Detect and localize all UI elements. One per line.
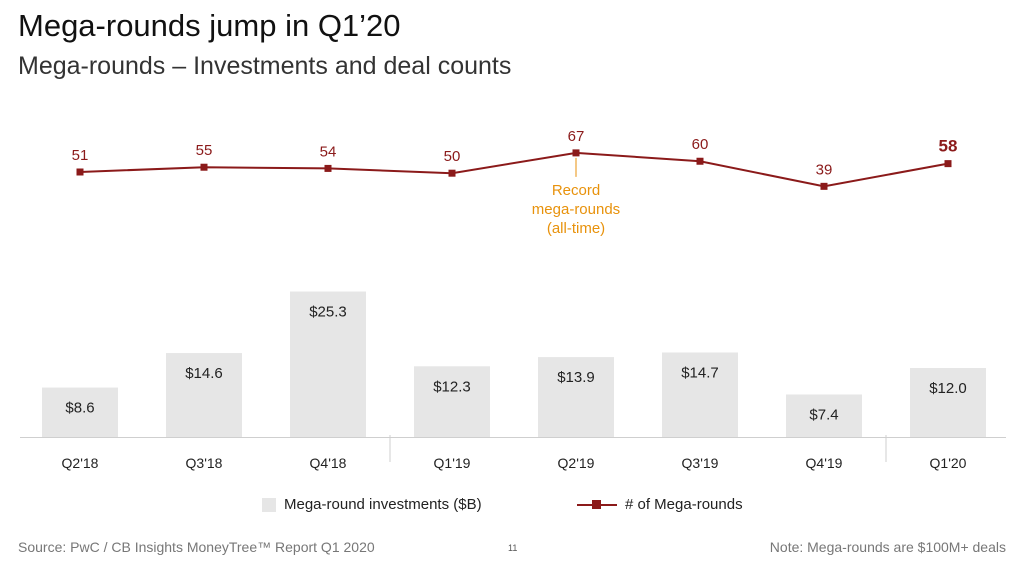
x-tick-label: Q2'19 — [558, 455, 595, 471]
legend-item-investments: Mega-round investments ($B) — [262, 496, 482, 513]
bar — [166, 353, 242, 437]
deal-count-point — [944, 160, 952, 168]
deal-count-point — [324, 164, 332, 172]
deal-count-point — [572, 149, 580, 157]
annotation-text: Record — [552, 182, 600, 199]
legend-item-deal-count: # of Mega-rounds — [577, 496, 743, 513]
deal-count-label: 67 — [568, 128, 585, 145]
bar-value-label: $7.4 — [809, 406, 838, 423]
deal-count-point — [696, 157, 704, 165]
combo-chart: $8.6 $14.6 $25.3 $12.3 $13.9 $14.7 $7.4 $12.0 Q2… — [20, 128, 1006, 471]
deal-count-line — [79, 151, 949, 188]
bar — [414, 366, 490, 437]
x-tick-label: Q1'19 — [434, 455, 471, 471]
page-title: Mega-rounds jump in Q1’20 — [18, 8, 401, 43]
bar — [910, 368, 986, 437]
bar — [42, 387, 118, 437]
annotation-text: (all-time) — [547, 220, 605, 237]
bar — [786, 394, 862, 437]
deal-count-point — [448, 169, 456, 177]
deal-count-label: 51 — [72, 147, 89, 164]
bar-value-label: $8.6 — [65, 400, 94, 417]
page-number: 11 — [508, 543, 518, 553]
deal-count-point — [820, 182, 828, 190]
deal-count-label: 39 — [816, 161, 833, 178]
legend-swatch-bar — [262, 497, 276, 512]
bar-value-label: $14.7 — [681, 364, 719, 381]
x-tick-label: Q1'20 — [930, 455, 967, 471]
x-tick-label: Q3'18 — [186, 455, 223, 471]
bar — [538, 357, 614, 437]
bar-value-label: $12.0 — [929, 380, 967, 397]
legend-swatch-line — [577, 498, 617, 512]
bar — [290, 291, 366, 437]
x-tick-label: Q3'19 — [682, 455, 719, 471]
page-subtitle: Mega-rounds – Investments and deal count… — [18, 52, 512, 80]
legend-label-investments: Mega-round investments ($B) — [284, 496, 482, 513]
bar — [662, 352, 738, 437]
deal-count-label: 60 — [692, 136, 709, 153]
bar-value-label: $14.6 — [185, 365, 223, 382]
bar-value-label: $13.9 — [557, 369, 595, 386]
deal-count-point — [200, 163, 208, 171]
bar-value-label: $12.3 — [433, 378, 471, 395]
annotation-text: mega-rounds — [532, 201, 620, 218]
source-note: Source: PwC / CB Insights MoneyTree™ Rep… — [18, 539, 375, 555]
deal-count-point — [76, 168, 84, 176]
legend-label-deal-count: # of Mega-rounds — [625, 496, 743, 513]
deal-count-label: 50 — [444, 148, 461, 165]
x-tick-label: Q4'19 — [806, 455, 843, 471]
deal-count-label: 54 — [320, 143, 337, 160]
footnote: Note: Mega-rounds are $100M+ deals — [769, 539, 1006, 555]
x-tick-label: Q4'18 — [310, 455, 347, 471]
deal-count-label: 58 — [939, 137, 958, 156]
x-tick-label: Q2'18 — [62, 455, 99, 471]
deal-count-label: 55 — [196, 142, 213, 159]
bar-value-label: $25.3 — [309, 304, 347, 321]
